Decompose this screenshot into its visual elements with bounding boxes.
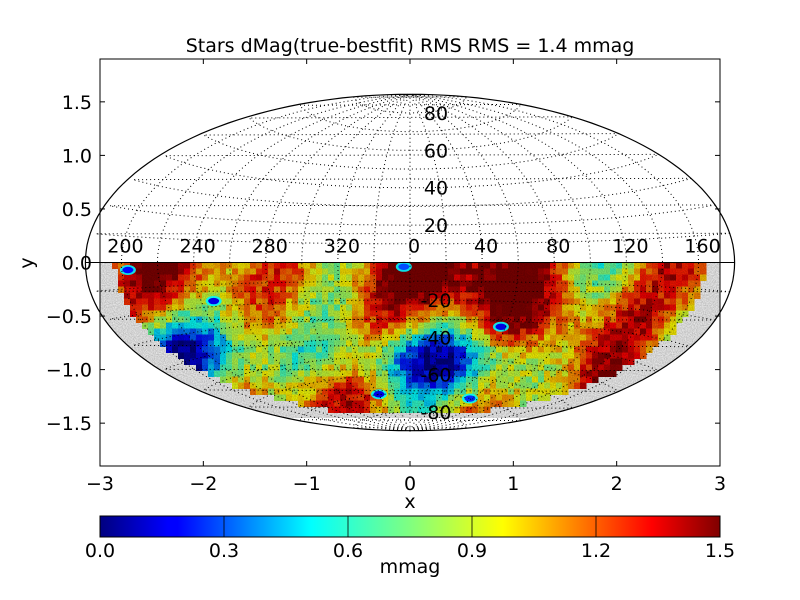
parallel-line — [353, 96, 467, 114]
y-axis-ticks: 1.5 1.0 0.5 0.0 −0.5 −1.0 −1.5 — [46, 92, 720, 435]
longitude-label: 0 — [408, 236, 420, 258]
latitude-label: 60 — [424, 140, 448, 162]
y-tick-label: −1.5 — [46, 413, 92, 435]
y-tick-label: 0.5 — [62, 199, 92, 221]
longitude-label: 240 — [179, 236, 215, 258]
y-tick-label: −1.0 — [46, 360, 92, 382]
colorbar-tick-label: 0.3 — [209, 540, 239, 562]
x-tick-label: −1 — [293, 473, 321, 495]
low-value-spot — [119, 264, 136, 275]
latitude-label: 80 — [424, 103, 448, 125]
x-tick-label: 3 — [714, 473, 726, 495]
parallel-line — [164, 153, 659, 189]
x-tick-label: −3 — [86, 473, 114, 495]
longitude-label: 160 — [684, 236, 720, 258]
low-value-spot — [205, 296, 222, 307]
map-boundary — [84, 93, 736, 432]
parallel-line — [109, 204, 716, 226]
low-value-spots — [119, 261, 509, 404]
longitude-labels: 200 240 280 320 0 40 80 120 160 — [107, 236, 720, 258]
colorbar-tick-label: 0.9 — [457, 540, 487, 562]
colorbar-tick-label: 0.6 — [333, 540, 363, 562]
x-axis-ticks: −3 −2 −1 0 1 2 3 — [86, 59, 726, 495]
parallel-line — [247, 374, 573, 409]
parallel-line — [95, 280, 730, 293]
low-value-spot — [395, 261, 412, 272]
colorbar-tick-label: 1.2 — [581, 540, 611, 562]
y-tick-label: 1.5 — [62, 92, 92, 114]
latitude-label: -20 — [420, 290, 451, 312]
y-tick-label: −0.5 — [46, 306, 92, 328]
latitude-label: 20 — [424, 215, 448, 237]
parallel-line — [109, 299, 716, 321]
longitude-label: 280 — [252, 236, 288, 258]
meridian-line — [409, 93, 555, 432]
parallel-line — [203, 133, 619, 170]
longitude-label: 120 — [612, 236, 648, 258]
parallel-line — [132, 177, 692, 207]
y-tick-label: 1.0 — [62, 145, 92, 167]
low-value-spot — [461, 393, 478, 404]
x-axis-label: x — [404, 491, 415, 513]
longitude-label: 80 — [546, 236, 570, 258]
y-tick-label: 0.0 — [62, 253, 92, 275]
longitude-label: 200 — [107, 236, 143, 258]
x-tick-label: 1 — [507, 473, 519, 495]
colorbar-label: mmag — [380, 556, 441, 578]
latitude-label: -80 — [420, 402, 451, 424]
graticule-grid — [85, 93, 735, 432]
latitude-label: -40 — [420, 327, 451, 349]
colorbar-tick-label: 0.0 — [85, 540, 115, 562]
longitude-label: 320 — [324, 236, 360, 258]
colorbar-tick-label: 1.5 — [705, 540, 735, 562]
parallel-line — [247, 116, 573, 151]
longitude-label: 40 — [474, 236, 498, 258]
latitude-label: -60 — [420, 365, 451, 387]
x-tick-label: −2 — [189, 473, 217, 495]
parallel-line — [95, 232, 730, 245]
y-axis-label: y — [16, 257, 38, 268]
meridian-line — [193, 93, 411, 432]
x-tick-label: 0 — [404, 473, 416, 495]
chart-title: Stars dMag(true-bestfit) RMS RMS = 1.4 m… — [186, 35, 635, 57]
colorbar-ticks: 0.0 0.3 0.6 0.9 1.2 1.5 — [85, 516, 735, 562]
latitude-label: 40 — [424, 178, 448, 200]
colorbar — [99, 515, 721, 538]
low-value-spot — [492, 321, 509, 332]
x-tick-label: 2 — [611, 473, 623, 495]
low-value-spot — [371, 389, 387, 400]
parallel-line — [353, 411, 467, 429]
latitude-labels: 80 60 40 20 -20 -40 -60 -80 — [420, 103, 451, 424]
